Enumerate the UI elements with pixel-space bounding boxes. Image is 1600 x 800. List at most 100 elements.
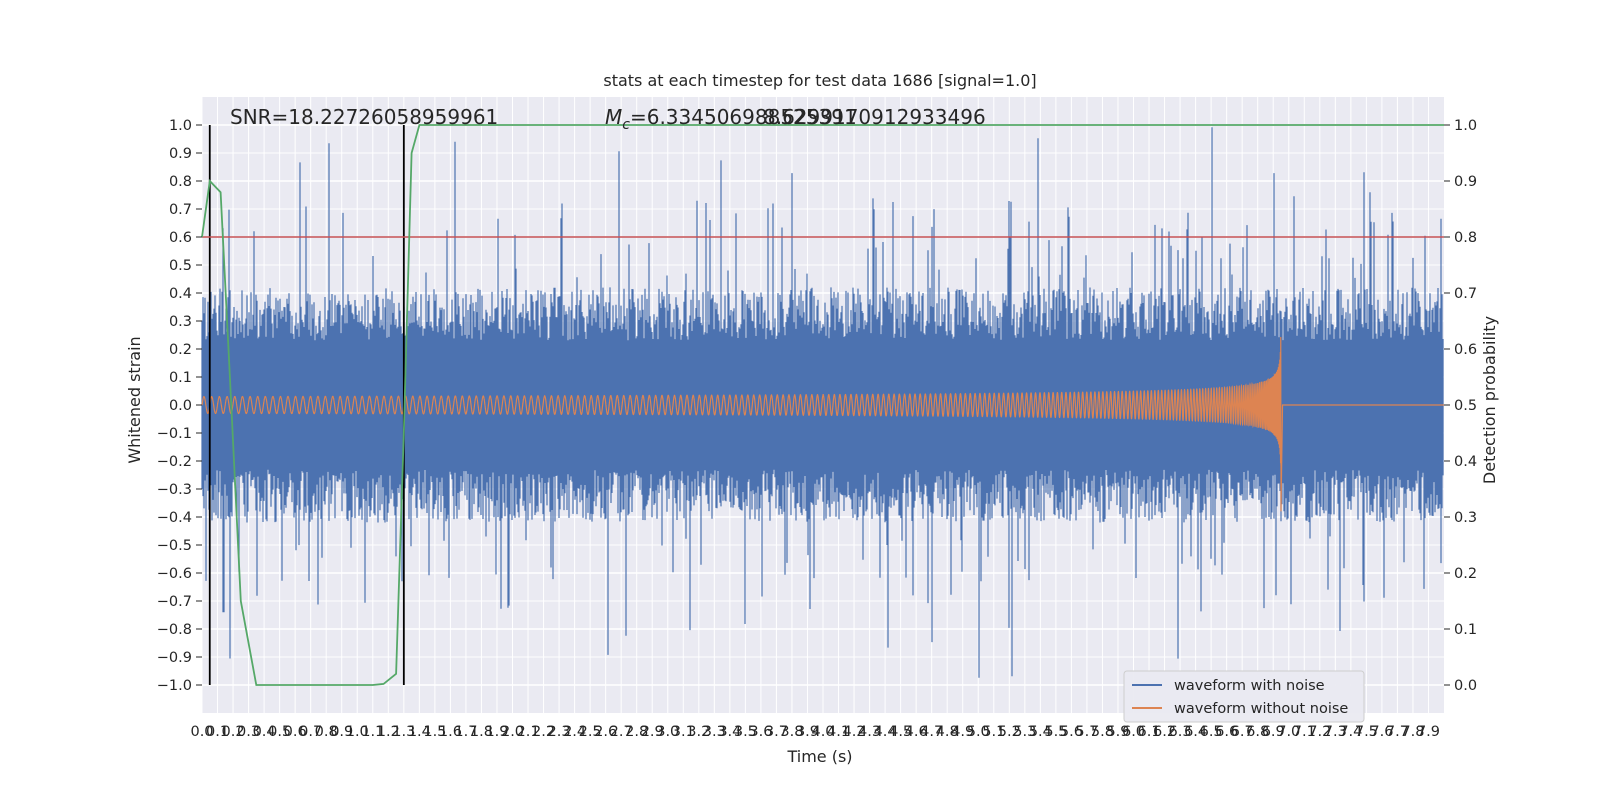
x-tick-label: 2.7 [610, 724, 633, 740]
x-tick-label: 4.4 [874, 724, 897, 740]
y2-tick-label: 0.9 [1454, 174, 1477, 190]
x-tick-label: 0.3 [237, 724, 260, 740]
x-tick-label: 7.2 [1308, 724, 1331, 740]
x-tick-label: 5.8 [1091, 724, 1114, 740]
x-tick-label: 6.4 [1184, 724, 1207, 740]
y-tick-label: −1.0 [157, 678, 192, 694]
x-tick-label: 6.9 [1262, 724, 1285, 740]
x-axis-label: Time (s) [786, 747, 852, 766]
y-tick-label: 0.2 [169, 342, 192, 358]
x-tick-label: 7.7 [1386, 724, 1409, 740]
x-tick-label: 4.5 [889, 724, 912, 740]
y-tick-label: −0.9 [157, 650, 192, 666]
x-tick-label: 7.3 [1324, 724, 1347, 740]
chirp-mass-annotation: Mc=6.334506988525391 [605, 105, 857, 133]
waveform-without-noise-line [201, 336, 1444, 512]
x-tick-label: 5.4 [1029, 724, 1052, 740]
x-tick-label: 7.5 [1355, 724, 1378, 740]
y-tick-label: 0.3 [169, 314, 192, 330]
x-tick-label: 4.6 [905, 724, 928, 740]
x-tick-label: 1.0 [346, 724, 369, 740]
x-tick-label: 3.3 [703, 724, 726, 740]
y-tick-label: −0.7 [157, 594, 192, 610]
y2-axis-label: Detection probability [1480, 316, 1499, 484]
x-tick-label: 3.7 [765, 724, 788, 740]
y2-tick-label: 0.3 [1454, 510, 1477, 526]
mc-value: =6.334506988525391 [630, 105, 857, 129]
x-tick-label: 2.3 [548, 724, 571, 740]
legend-box [1123, 670, 1365, 723]
x-tick-label: 1.3 [392, 724, 415, 740]
x-axis-ticks: 0.00.10.20.30.40.50.60.70.80.91.01.11.21… [190, 724, 1440, 740]
x-tick-label: 3.4 [718, 724, 741, 740]
x-tick-label: 7.0 [1277, 724, 1300, 740]
x-tick-label: 1.5 [423, 724, 446, 740]
x-tick-label: 4.0 [811, 724, 834, 740]
y-tick-label: 0.1 [169, 370, 192, 386]
x-tick-label: 0.8 [315, 724, 338, 740]
y-tick-label: 0.4 [169, 286, 192, 302]
y2-tick-label: 0.1 [1454, 622, 1477, 638]
x-tick-label: 3.5 [734, 724, 757, 740]
y-tick-label: 0.0 [169, 398, 192, 414]
x-tick-label: 4.8 [936, 724, 959, 740]
y-tick-label: −0.8 [157, 622, 192, 638]
x-tick-label: 1.2 [377, 724, 400, 740]
x-tick-label: 2.1 [516, 724, 539, 740]
y2-tick-label: 0.6 [1454, 342, 1477, 358]
y-tick-label: −0.4 [157, 510, 192, 526]
y2-tick-label: 0.0 [1454, 678, 1477, 694]
x-tick-label: 1.7 [454, 724, 477, 740]
x-tick-label: 5.3 [1013, 724, 1036, 740]
x-tick-label: 0.2 [222, 724, 245, 740]
x-tick-label: 3.1 [672, 724, 695, 740]
y-axis-label: Whitened strain [125, 336, 144, 463]
x-tick-label: 4.7 [920, 724, 943, 740]
x-tick-label: 1.8 [470, 724, 493, 740]
x-tick-label: 3.9 [796, 724, 819, 740]
x-tick-label: 0.5 [268, 724, 291, 740]
mc-subscript: c [622, 117, 630, 133]
x-tick-label: 2.4 [563, 724, 586, 740]
x-tick-label: 1.9 [485, 724, 508, 740]
y-tick-label: −0.2 [157, 454, 192, 470]
x-tick-label: 0.1 [206, 724, 229, 740]
x-tick-label: 1.4 [408, 724, 431, 740]
y-tick-label: 0.6 [169, 230, 192, 246]
detection-probability-line [201, 124, 1444, 686]
x-tick-label: 6.5 [1200, 724, 1223, 740]
overlap-annotation: 8.6299170912933496 [763, 105, 986, 129]
y-tick-label: −0.5 [157, 538, 192, 554]
legend-label-clean: waveform without noise [1174, 701, 1348, 717]
y-tick-label: −0.3 [157, 482, 192, 498]
x-tick-label: 7.9 [1417, 724, 1440, 740]
chart-title: stats at each timestep for test data 168… [603, 71, 1036, 90]
x-tick-label: 2.2 [532, 724, 555, 740]
x-tick-label: 7.1 [1293, 724, 1316, 740]
y2-tick-label: 1.0 [1454, 118, 1477, 134]
x-tick-label: 2.6 [594, 724, 617, 740]
x-tick-label: 6.6 [1215, 724, 1238, 740]
x-tick-label: 5.5 [1044, 724, 1067, 740]
x-tick-label: 5.1 [982, 724, 1005, 740]
y-tick-label: 1.0 [169, 118, 192, 134]
y-tick-label: 0.7 [169, 202, 192, 218]
x-tick-label: 6.1 [1137, 724, 1160, 740]
x-tick-label: 6.3 [1169, 724, 1192, 740]
x-tick-label: 3.6 [749, 724, 772, 740]
x-tick-label: 0.7 [299, 724, 322, 740]
x-tick-label: 6.2 [1153, 724, 1176, 740]
x-tick-label: 4.3 [858, 724, 881, 740]
x-tick-label: 5.7 [1075, 724, 1098, 740]
x-tick-label: 7.4 [1339, 724, 1362, 740]
x-tick-label: 2.5 [579, 724, 602, 740]
x-tick-label: 1.1 [361, 724, 384, 740]
y-tick-label: 0.9 [169, 146, 192, 162]
y2-tick-label: 0.5 [1454, 398, 1477, 414]
x-tick-label: 0.4 [253, 724, 276, 740]
x-tick-label: 5.2 [998, 724, 1021, 740]
plot-layer [201, 124, 1444, 686]
y-tick-label: 0.8 [169, 174, 192, 190]
x-tick-label: 6.7 [1231, 724, 1254, 740]
